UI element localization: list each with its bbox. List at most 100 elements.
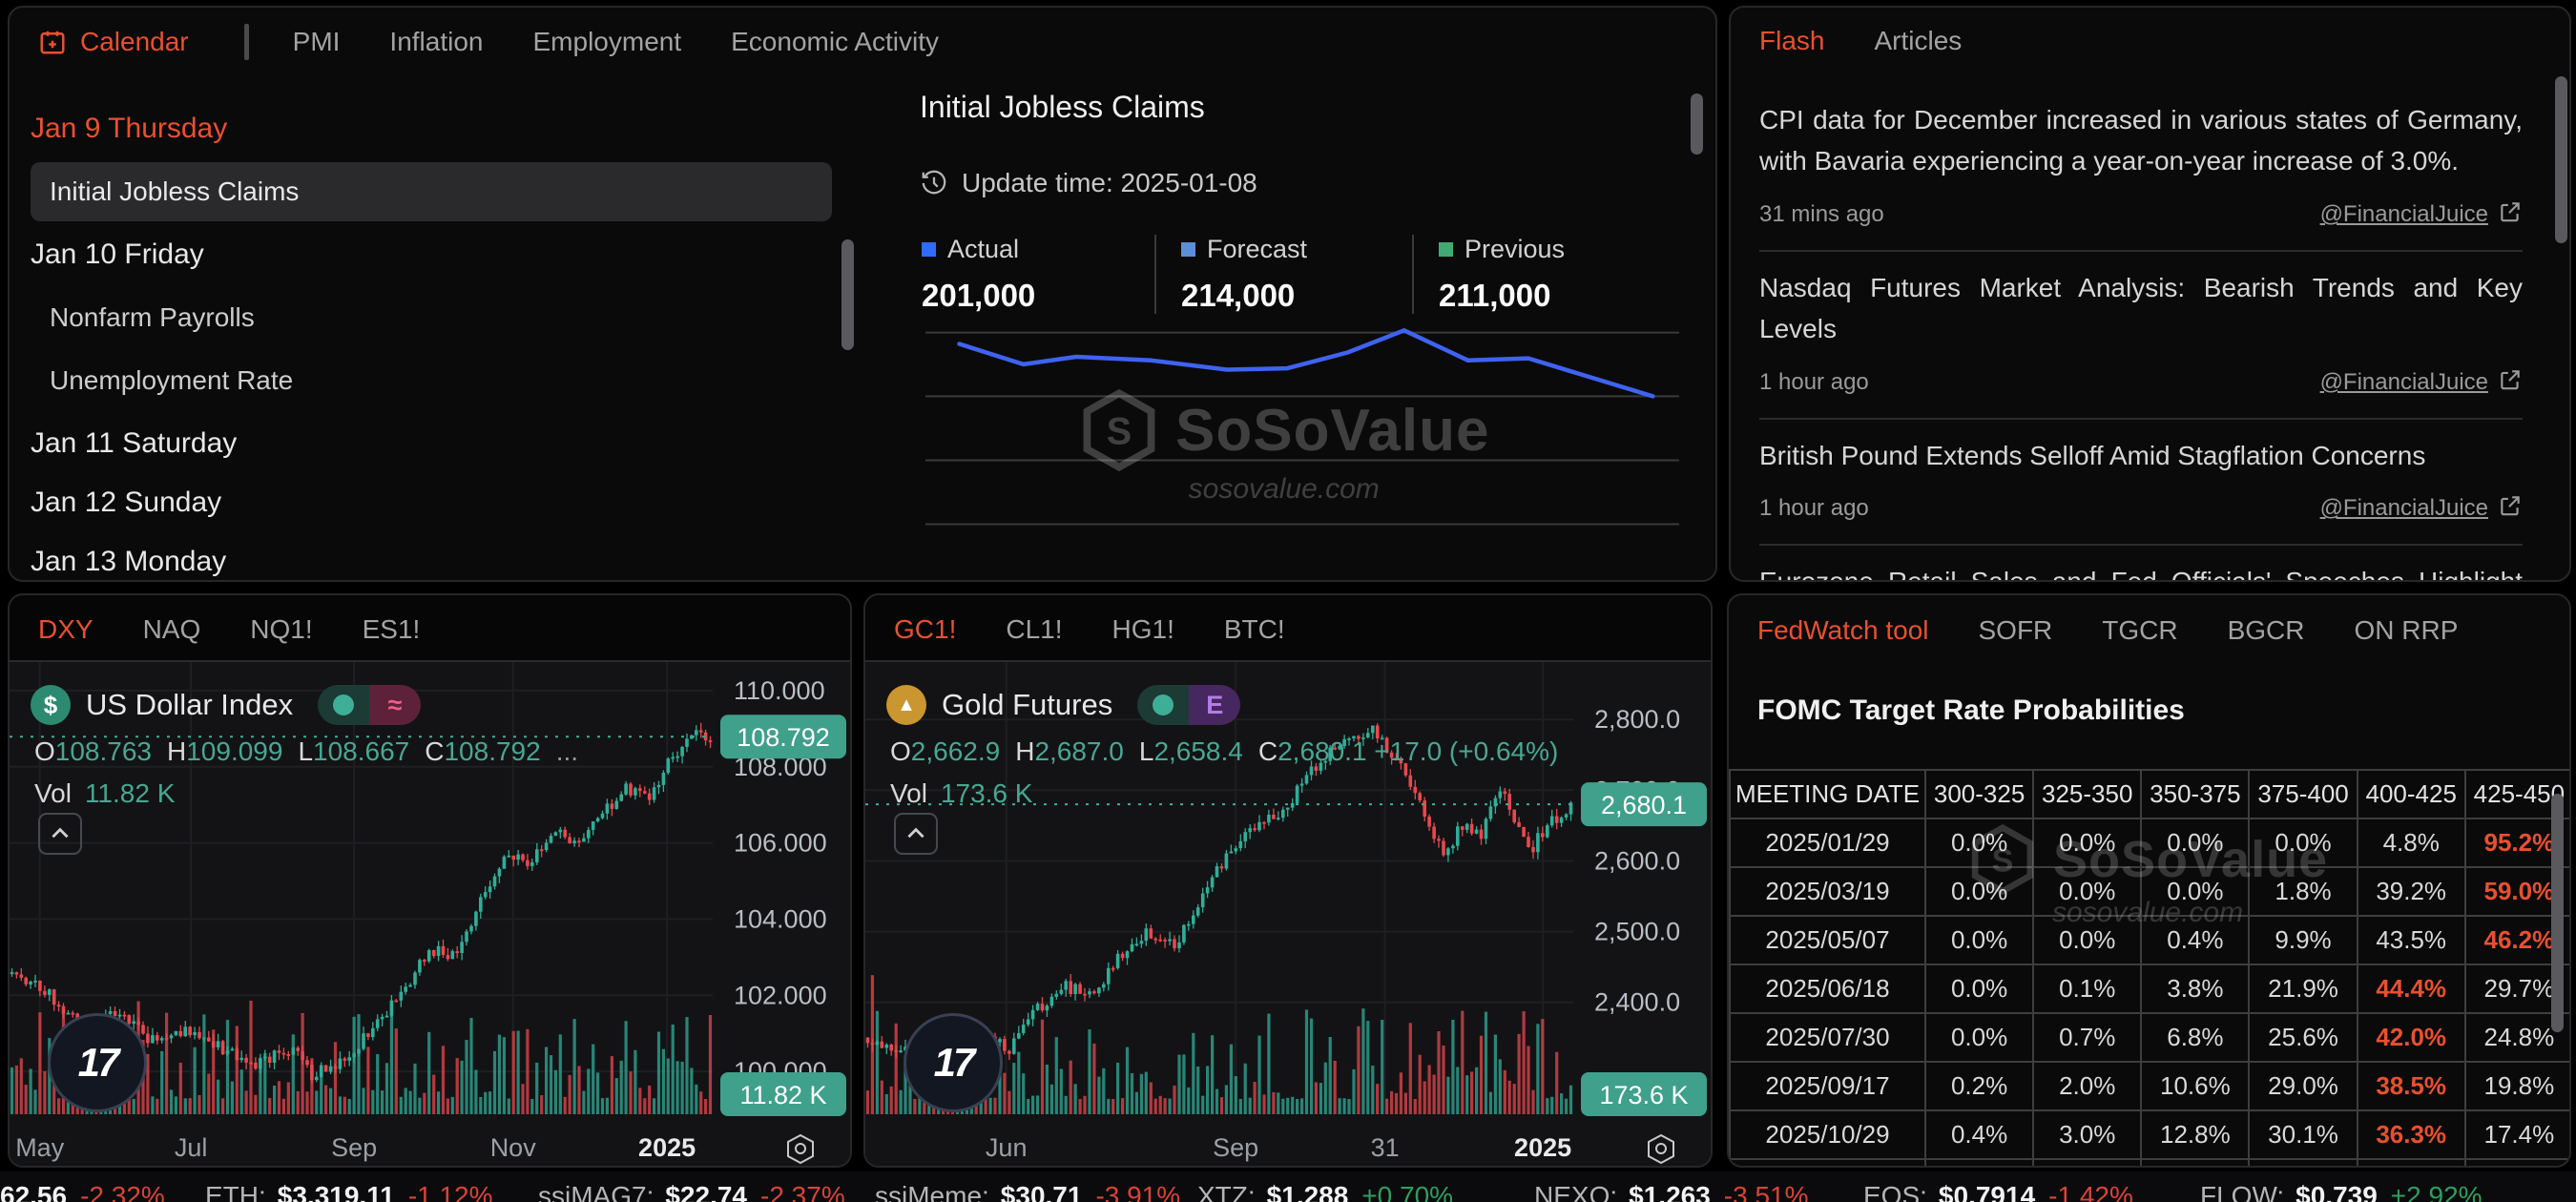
probability-cell: 42.0%	[2356, 1012, 2466, 1063]
probability-cell: 9.9%	[2248, 915, 2358, 965]
news-title[interactable]: Nasdaq Futures Market Analysis: Bearish …	[1759, 272, 2523, 344]
probability-cell: 39.2%	[2356, 866, 2466, 917]
tab-dxy[interactable]: DXY	[38, 614, 93, 644]
calendar-day[interactable]: Jan 12 Sunday	[31, 487, 222, 518]
calendar-event[interactable]: Nonfarm Payrolls	[50, 302, 255, 332]
ticker-item[interactable]: EOS: $0.7914 -1.42%	[1863, 1181, 2133, 1202]
tab-flash[interactable]: Flash	[1759, 26, 1825, 55]
stat-forecast: Forecast 214,000	[1154, 235, 1412, 314]
news-source-link[interactable]: @FinancialJuice	[2320, 493, 2523, 525]
meeting-date-cell: 2025/10/29	[1729, 1109, 1926, 1160]
gold-toggle[interactable]: E	[1137, 685, 1241, 725]
svg-text:Jul: Jul	[175, 1133, 208, 1162]
fedwatch-scrollbar[interactable]	[2551, 794, 2564, 1032]
calendar-day[interactable]: Jan 11 Saturday	[31, 427, 238, 459]
probability-cell: 0.0%	[1923, 866, 2035, 917]
tab-inflation[interactable]: Inflation	[389, 27, 484, 56]
svg-text:31: 31	[1371, 1133, 1400, 1162]
legend-square-icon	[922, 242, 936, 257]
tab-calendar[interactable]: Calendar	[80, 27, 189, 56]
news-title[interactable]: Eurozone Retail Sales and Fed Officials'…	[1759, 566, 2523, 582]
column-header: 325-350	[2032, 769, 2143, 819]
tab-pmi[interactable]: PMI	[292, 27, 341, 56]
tab-fedwatch-tool[interactable]: FedWatch tool	[1757, 615, 1929, 645]
meeting-date-cell: 2025/05/07	[1729, 915, 1926, 965]
news-source-link[interactable]: @FinancialJuice	[2320, 199, 2523, 231]
dxy-symbol-row: $ US Dollar Index ≈	[31, 685, 422, 725]
toggle-dot-icon	[1153, 694, 1174, 715]
gold-tabbar: GC1! CL1! HG1! BTC!	[865, 595, 1711, 664]
news-item[interactable]: CPI data for December increased in vario…	[1759, 84, 2523, 252]
calendar-tabbar: Calendar PMI Inflation Employment Economic A…	[10, 8, 1715, 76]
ticker-item[interactable]: ETH: $3,319.11 -1.12%	[205, 1181, 493, 1202]
probability-cell: 0.0%	[2032, 866, 2143, 917]
news-title[interactable]: British Pound Extends Selloff Amid Stagf…	[1759, 440, 2426, 470]
probability-cell: 0.7%	[2032, 1012, 2143, 1063]
collapse-caret-button[interactable]	[894, 813, 938, 855]
tab-economic-activity[interactable]: Economic Activity	[731, 27, 939, 56]
event-stats-row: Actual 201,000 Forecast 214,000 Previous 211,…	[897, 235, 1679, 314]
dxy-ohlc-row: O108.763 H109.099 L108.667 C108.792...	[34, 736, 578, 767]
ohlc-key: O	[890, 736, 911, 766]
ticker-item[interactable]: 62.56 -2.32%	[0, 1181, 165, 1202]
calendar-day[interactable]: Jan 13 Monday	[31, 546, 227, 577]
fomc-title: FOMC Target Rate Probabilities	[1757, 694, 2185, 726]
dxy-candlestick-chart[interactable]: May Jul Sep Nov 2025110.000108.000106.000104…	[10, 660, 850, 1168]
stat-value: 201,000	[922, 278, 1036, 313]
stat-previous: Previous 211,000	[1412, 235, 1670, 314]
ticker-item[interactable]: NEXO: $1,263 -3.51%	[1534, 1181, 1809, 1202]
probability-cell: 34.4%	[2356, 1158, 2466, 1166]
svg-text:2,680.1: 2,680.1	[1601, 791, 1687, 819]
calendar-icon	[38, 28, 67, 56]
probability-cell: 0.4%	[1923, 1109, 2035, 1160]
ohlc-value: 108.792	[444, 736, 541, 766]
news-source-link[interactable]: @FinancialJuice	[2320, 367, 2523, 399]
tab-bgcr[interactable]: BGCR	[2227, 615, 2305, 645]
fomc-probability-table: MEETING DATE 300-325 325-350 350-375 375-400…	[1729, 769, 2569, 1166]
tab-naq[interactable]: NAQ	[142, 614, 201, 644]
tab-sofr[interactable]: SOFR	[1978, 615, 2053, 645]
event-detail-panel: Initial Jobless Claims Update time: 2025…	[887, 8, 1708, 580]
ticker-item[interactable]: ssiMAG7: $22.74 -2.37%	[538, 1181, 845, 1202]
table-row: 2025/03/19 0.0% 0.0% 0.0% 1.8% 39.2% 59.0%	[1729, 866, 2569, 917]
ticker-item[interactable]: XTZ: $1,288 +0.70%	[1197, 1181, 1454, 1202]
legend-square-icon	[1439, 242, 1453, 257]
svg-text:2,500.0: 2,500.0	[1594, 918, 1680, 946]
probability-cell: 29.0%	[2248, 1061, 2358, 1111]
ticker-item[interactable]: ssiMeme: $30.71 -3.91%	[875, 1181, 1181, 1202]
tab-on-rrp[interactable]: ON RRP	[2354, 615, 2459, 645]
tab-cl1-[interactable]: CL1!	[1006, 614, 1063, 644]
news-item[interactable]: British Pound Extends Selloff Amid Stagf…	[1759, 420, 2523, 546]
news-item[interactable]: Nasdaq Futures Market Analysis: Bearish …	[1759, 252, 2523, 420]
calendar-scrollbar[interactable]	[841, 239, 854, 350]
tab-nq1-[interactable]: NQ1!	[250, 614, 313, 644]
probability-cell: 0.7%	[1923, 1158, 2035, 1166]
tab-es1-[interactable]: ES1!	[362, 614, 421, 644]
tab-tgcr[interactable]: TGCR	[2102, 615, 2178, 645]
tab-btc-[interactable]: BTC!	[1223, 614, 1285, 644]
meeting-date-cell: 2025/09/17	[1729, 1061, 1926, 1111]
news-scrollbar[interactable]	[2555, 76, 2567, 243]
gold-chart-card: GC1!CL1!HG1!BTC! JunSep3120252,800.02,70…	[863, 593, 1713, 1168]
news-title[interactable]: CPI data for December increased in vario…	[1759, 105, 2523, 176]
probability-cell: 0.0%	[2140, 866, 2251, 917]
collapse-caret-button[interactable]	[38, 813, 82, 855]
tab-hg1-[interactable]: HG1!	[1111, 614, 1174, 644]
calendar-day-list: Jan 9 Thursday Initial Jobless Claims Jan …	[31, 99, 832, 580]
fedwatch-card: FedWatch tool SOFR TGCR BGCR ON RRP FOMC Tar…	[1727, 593, 2571, 1168]
detail-scrollbar[interactable]	[1691, 93, 1703, 155]
calendar-day[interactable]: Jan 9 Thursday	[31, 113, 228, 144]
dxy-toggle[interactable]: ≈	[318, 685, 422, 725]
external-link-icon	[2498, 367, 2523, 399]
tab-gc1-[interactable]: GC1!	[894, 614, 957, 644]
tab-employment[interactable]: Employment	[532, 27, 682, 56]
tab-articles[interactable]: Articles	[1874, 26, 1963, 55]
calendar-event[interactable]: Unemployment Rate	[50, 365, 294, 395]
svg-text:102.000: 102.000	[734, 981, 827, 1009]
calendar-event[interactable]: Initial Jobless Claims	[31, 162, 832, 221]
table-row: 2025/05/07 0.0% 0.0% 0.4% 9.9% 43.5% 46.2%	[1729, 915, 2569, 965]
ticker-item[interactable]: FLOW: $0.739 +2.92%	[2200, 1181, 2483, 1202]
news-item[interactable]: Eurozone Retail Sales and Fed Officials'…	[1759, 546, 2523, 582]
calendar-day[interactable]: Jan 10 Friday	[31, 238, 204, 270]
gold-ohlc-row: O2,662.9 H2,687.0 L2,658.4 C2,680.1 +17.0 (…	[890, 736, 1573, 767]
